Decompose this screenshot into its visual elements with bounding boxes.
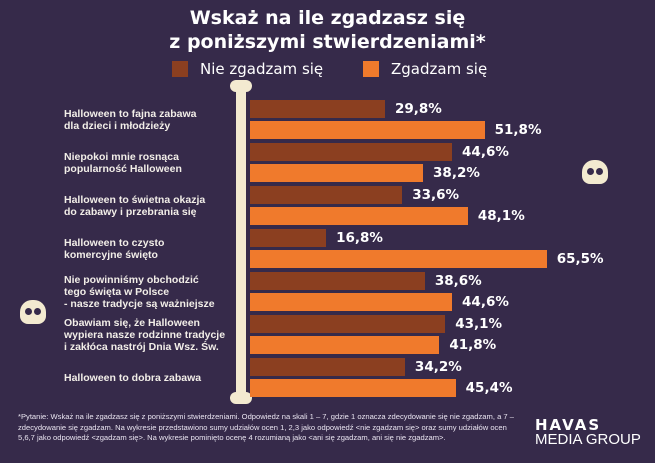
category-line: Halloween to świetna okazja <box>64 194 206 206</box>
bar-agree <box>250 336 440 354</box>
bar-agree <box>250 379 456 397</box>
bar-agree <box>250 121 485 139</box>
category-line: Niepokoi mnie rosnąca <box>64 151 179 163</box>
category-label: Halloween to fajna zabawa dla dzieci i mł… <box>64 100 196 140</box>
skull-icon <box>20 300 46 324</box>
data-label: 44,6% <box>462 144 509 160</box>
legend-label-disagree: Nie zgadzam się <box>200 60 324 78</box>
data-label: 41,8% <box>449 337 497 353</box>
category-line: popularność Halloween <box>64 163 182 175</box>
category-label: Niepokoi mnie rosnąca popularność Hallowe… <box>64 143 182 183</box>
data-label: 44,6% <box>462 294 509 310</box>
bar-agree <box>250 164 424 182</box>
category-label: Obawiam się, że Halloween wypiera nasze r… <box>64 315 225 355</box>
data-label: 48,1% <box>477 208 525 224</box>
bar-agree <box>250 207 468 225</box>
logo-line1: HAVAS <box>535 416 602 434</box>
category-label: Nie powinniśmy obchodzić tego święta w Po… <box>64 272 215 312</box>
bar-agree <box>250 250 547 268</box>
bar-disagree <box>250 229 327 247</box>
category-line: Halloween to fajna zabawa <box>64 108 197 120</box>
bar-disagree <box>250 315 446 333</box>
category-line: tego święta w Polsce <box>64 286 170 298</box>
data-label: 38,2% <box>433 165 480 181</box>
category-line: Obawiam się, że Halloween <box>64 317 200 329</box>
title-line: z poniższymi stwierdzeniami* <box>169 31 486 53</box>
category-line: wypiera nasze rodzinne tradycje <box>64 329 226 341</box>
category-line: komercyjne święto <box>64 249 158 261</box>
bar-disagree <box>250 186 403 204</box>
bone-axis <box>230 80 252 404</box>
data-label: 65,5% <box>556 251 604 267</box>
category-line: Halloween to dobra zabawa <box>64 372 202 384</box>
data-label: 16,8% <box>336 230 383 246</box>
data-label: 33,6% <box>412 187 460 203</box>
category-line: Nie powinniśmy obchodzić <box>64 274 199 286</box>
category-line: do zabawy i przebrania się <box>64 206 197 218</box>
category-label: Halloween to świetna okazja do zabawy i p… <box>64 186 205 226</box>
data-label: 43,1% <box>455 316 503 332</box>
skull-icon <box>582 160 608 184</box>
legend-label-agree: Zgadzam się <box>391 60 488 78</box>
bar-disagree <box>250 100 385 118</box>
category-line: dla dzieci i młodzieży <box>64 120 171 132</box>
data-label: 29,8% <box>394 101 442 117</box>
data-label: 38,6% <box>434 273 482 289</box>
legend: Nie zgadzam się Zgadzam się <box>0 60 655 80</box>
legend-swatch-agree <box>363 61 379 77</box>
category-line: Halloween to czysto <box>64 237 165 249</box>
category-label: Halloween to dobra zabawa <box>64 358 201 398</box>
data-label: 45,4% <box>465 380 513 396</box>
data-label: 34,2% <box>414 359 462 375</box>
category-label: Halloween to czysto komercyjne święto <box>64 229 164 269</box>
havas-logo: HAVAS MEDIA GROUP <box>535 418 641 448</box>
logo-line2: MEDIA GROUP <box>535 431 641 448</box>
title-line: Wskaż na ile zgadzasz się <box>189 7 466 29</box>
footnote: *Pytanie: Wskaż na ile zgadzasz się z po… <box>18 412 514 442</box>
category-line: - nasze tradycje są ważniejsze <box>64 298 215 310</box>
bar-disagree <box>250 358 405 376</box>
category-line: i zakłóca nastrój Dnia Wsz. Św. <box>64 341 219 353</box>
legend-swatch-disagree <box>172 61 188 77</box>
bar-disagree <box>250 143 453 161</box>
data-label: 51,8% <box>494 122 542 138</box>
bar-agree <box>250 293 453 311</box>
chart-title: Wskaż na ile zgadzasz się z poniższymi s… <box>0 6 655 54</box>
bar-disagree <box>250 272 425 290</box>
